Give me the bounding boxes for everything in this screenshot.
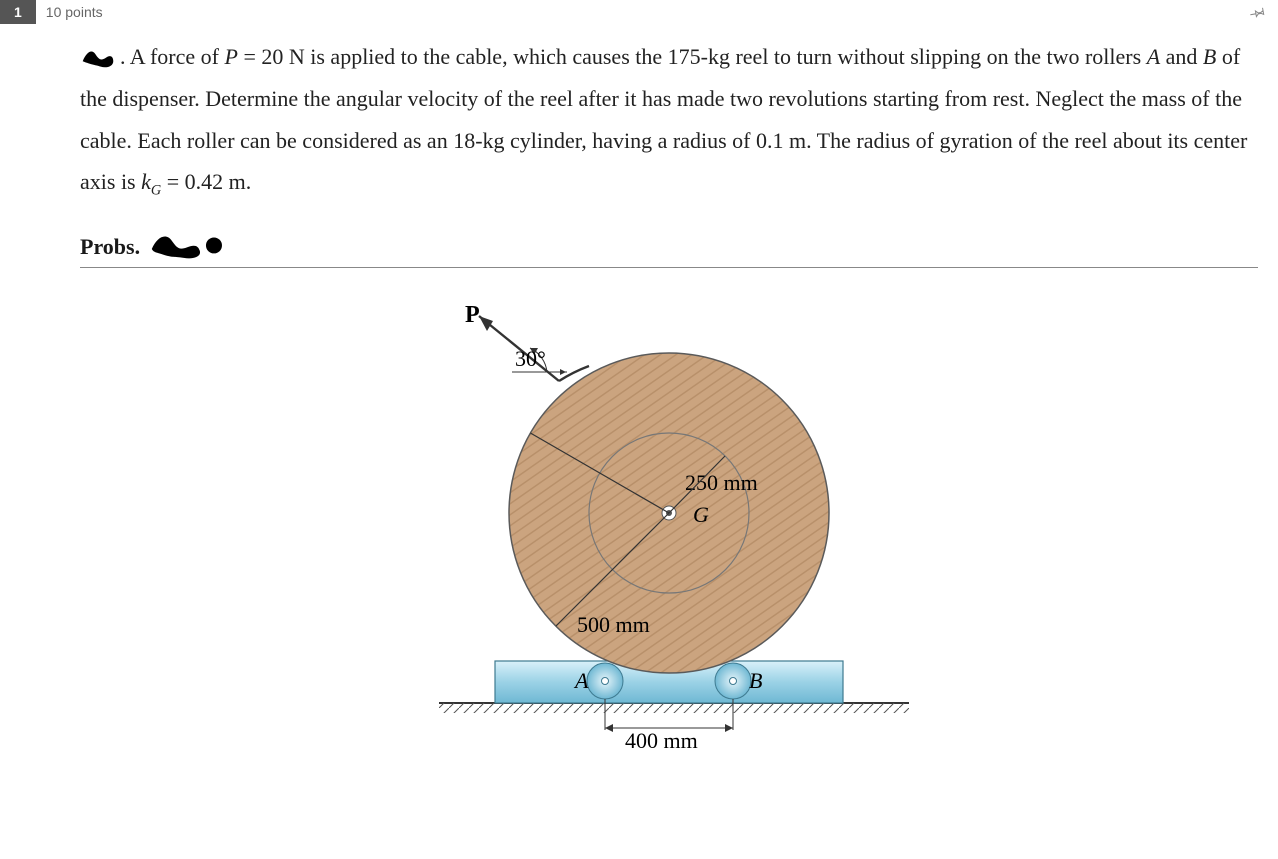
var-k: k [141, 169, 151, 194]
var-G-sub: G [151, 183, 161, 199]
var-B: B [1203, 44, 1216, 69]
text-3: and [1160, 44, 1203, 69]
label-inner-r: 250 mm [685, 470, 758, 495]
label-angle: 30° [515, 346, 546, 371]
problem-text: . A force of P = 20 N is applied to the … [80, 36, 1258, 205]
label-P: P [465, 302, 480, 328]
eq1: = [238, 44, 261, 69]
val-kG: 0.42 m [185, 169, 246, 194]
text-2: is applied to the cable, which causes th… [305, 44, 1147, 69]
probs-label: Probs. [80, 234, 140, 260]
lead-period: . [120, 44, 126, 69]
eq2: = [161, 169, 184, 194]
points-label: 10 points [46, 4, 103, 20]
label-G: G [693, 502, 709, 527]
text-end: . [246, 169, 252, 194]
redaction-scribble-icon [150, 233, 230, 261]
redaction-scribble-icon [80, 42, 116, 68]
probs-header-row: Probs. [80, 233, 1258, 268]
var-P: P [224, 44, 237, 69]
var-A: A [1147, 44, 1160, 69]
text-1: A force of [130, 44, 225, 69]
label-B: B [749, 668, 762, 693]
question-header: 1 10 points [0, 0, 1278, 26]
label-spacing: 400 mm [625, 728, 698, 753]
problem-body: . A force of P = 20 N is applied to the … [0, 26, 1278, 768]
label-A: A [573, 668, 589, 693]
reel-diagram: P 30° 250 mm G 500 mm A B 400 mm [409, 288, 929, 758]
pin-icon[interactable] [1250, 4, 1266, 20]
figure-container: P 30° 250 mm G 500 mm A B 400 mm [80, 288, 1258, 758]
val-P: 20 N [261, 44, 304, 69]
question-number-badge: 1 [0, 0, 36, 24]
label-outer-r: 500 mm [577, 612, 650, 637]
